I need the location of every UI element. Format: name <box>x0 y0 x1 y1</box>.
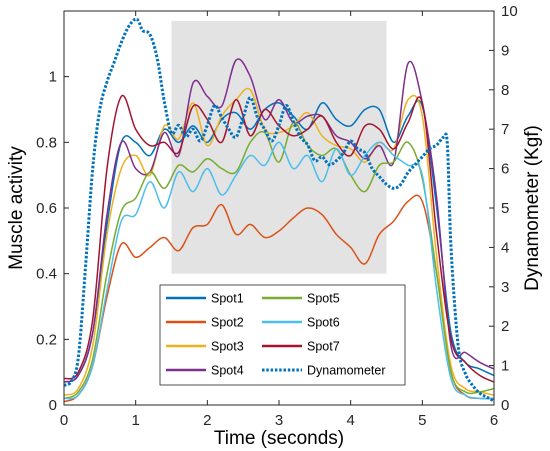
legend-label-spot7: Spot7 <box>307 340 340 354</box>
legend-label-spot2: Spot2 <box>211 316 244 330</box>
legend-label-spot1: Spot1 <box>211 292 244 306</box>
legend-label-spot5: Spot5 <box>307 292 340 306</box>
y-axis-right-label: Dynamometer (Kgf) <box>522 125 543 291</box>
series-line-dynamometer <box>64 17 494 403</box>
y-right-tick-label: 4 <box>501 239 509 256</box>
legend-label-dynamometer: Dynamometer <box>307 364 386 378</box>
x-tick-label: 5 <box>418 412 426 429</box>
x-tick-label: 3 <box>275 412 283 429</box>
legend-box <box>159 284 406 386</box>
series-line-spot6 <box>64 141 494 400</box>
legend-label-spot6: Spot6 <box>307 316 340 330</box>
x-axis-label: Time (seconds) <box>214 428 344 449</box>
y-right-tick-label: 7 <box>501 121 509 138</box>
y-right-tick-label: 3 <box>501 279 509 296</box>
x-tick-label: 6 <box>490 412 498 429</box>
y-left-tick-label: 1 <box>49 69 57 86</box>
series-line-spot4 <box>64 58 494 383</box>
legend-label-spot3: Spot3 <box>211 340 244 354</box>
series-layer <box>64 17 494 403</box>
x-tick-label: 4 <box>346 412 354 429</box>
y-left-tick-label: 0.8 <box>36 134 57 151</box>
x-tick-label: 0 <box>60 412 68 429</box>
y-axis-left-label: Muscle activity <box>6 146 27 270</box>
legend: Spot1 Spot2 Spot3 Spot4 Spot5 Spot6 Spot7 Dynam… <box>159 284 406 386</box>
x-tick-label: 2 <box>203 412 211 429</box>
y-left-tick-label: 0.2 <box>36 331 57 348</box>
y-left-tick-label: 0.6 <box>36 200 57 217</box>
x-tick-label: 1 <box>131 412 139 429</box>
y-right-tick-label: 2 <box>501 318 509 335</box>
series-line-spot2 <box>64 194 494 403</box>
y-right-tick-label: 1 <box>501 358 509 375</box>
y-right-tick-label: 5 <box>501 200 509 217</box>
y-left-tick-label: 0.4 <box>36 266 57 283</box>
y-right-tick-label: 10 <box>501 3 518 20</box>
legend-label-spot4: Spot4 <box>211 364 244 378</box>
y-right-tick-label: 6 <box>501 161 509 178</box>
y-right-tick-label: 0 <box>501 397 509 414</box>
series-line-spot7 <box>64 94 494 383</box>
y-right-tick-label: 9 <box>501 42 509 59</box>
y-right-tick-label: 8 <box>501 82 509 99</box>
series-line-spot3 <box>64 87 494 396</box>
y-left-tick-label: 0 <box>49 397 57 414</box>
